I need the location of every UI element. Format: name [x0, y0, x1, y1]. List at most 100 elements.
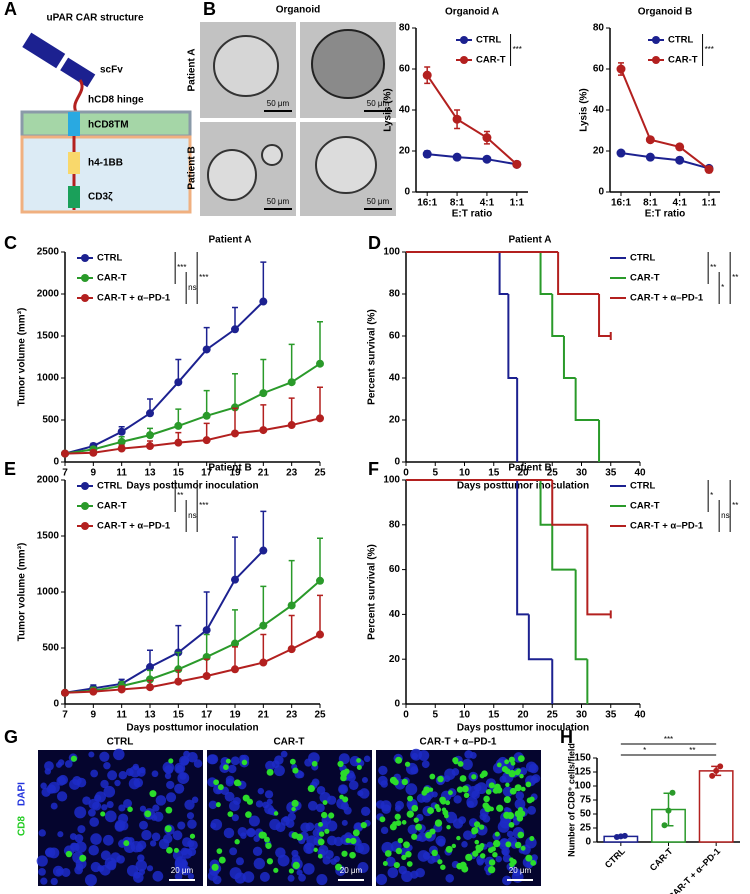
nucleus [305, 822, 315, 831]
cd8-cell [227, 811, 234, 818]
nucleus [174, 872, 183, 881]
channel-label: CD8 [17, 816, 28, 836]
significance-label: ** [689, 746, 695, 755]
cd8-cell [517, 831, 525, 839]
y-tick-label: 0 [394, 457, 400, 468]
y-tick-label: 80 [593, 23, 605, 34]
nucleus [445, 873, 455, 883]
nucleus [118, 770, 128, 780]
cd8-cell [379, 816, 386, 823]
x-tick-label: 40 [634, 710, 646, 721]
data-point [482, 133, 492, 143]
error-bar [260, 510, 267, 551]
x-tick-label: 16:1 [417, 198, 437, 209]
nucleus [242, 871, 255, 883]
data-point [316, 576, 324, 585]
nucleus [240, 832, 247, 839]
nucleus [280, 816, 290, 826]
legend-label: CTRL [630, 253, 656, 264]
data-point [202, 626, 211, 635]
significance-label: * [643, 746, 646, 755]
chart-title: Organoid B [638, 7, 692, 18]
significance-label: * [710, 491, 713, 500]
cd8-cell [501, 766, 509, 773]
nucleus [381, 841, 394, 854]
cd8-cell [526, 797, 533, 804]
y-tick-label: 25 [580, 823, 592, 834]
cd8-cell [504, 759, 510, 765]
cd8-cell [492, 787, 500, 794]
nucleus [100, 850, 111, 861]
nucleus [252, 846, 263, 856]
hinge [73, 79, 84, 113]
significance-label: * [721, 283, 724, 292]
nucleus [341, 819, 348, 826]
chart: Organoid A 0 20 40 60 80 16:1 8:1 4:1 1:1 E:T rati… [383, 7, 528, 220]
nucleus [210, 822, 217, 829]
row-label: Patient B [187, 146, 198, 189]
cd8-cell [234, 839, 240, 845]
data-point [146, 409, 154, 418]
error-bar [232, 373, 238, 408]
data-point [616, 64, 626, 74]
cd8-cell [382, 861, 388, 867]
nucleus [302, 863, 315, 875]
data-point [259, 426, 268, 435]
cd8-cell [488, 859, 496, 866]
cd8-cell [508, 821, 515, 828]
x-tick-label: 0 [403, 468, 409, 479]
nucleus [499, 775, 507, 783]
nucleus [357, 862, 369, 873]
nucleus [151, 832, 161, 842]
cd8-cell [291, 806, 296, 812]
nucleus [41, 787, 51, 797]
nucleus [380, 826, 389, 835]
nucleus [275, 847, 286, 858]
nucleus [114, 821, 125, 832]
x-tick-label: 15 [488, 710, 500, 721]
x-tick-label: 23 [286, 710, 298, 721]
organoid [261, 144, 283, 166]
cd8-cell [405, 851, 412, 858]
y-axis-label: Tumor volume (mm³) [17, 308, 28, 407]
nucleus [271, 760, 280, 769]
cd8-cell [360, 821, 367, 829]
legend-label: CTRL [97, 481, 123, 492]
nucleus [151, 814, 158, 821]
legend-label: CAR-T [476, 55, 506, 66]
nucleus [193, 759, 203, 768]
x-tick-label: CTRL [603, 846, 627, 870]
error-bar [260, 261, 267, 302]
nucleus [343, 806, 352, 815]
cd8-cell [520, 786, 526, 792]
nucleus [495, 855, 502, 863]
y-tick-label: 100 [574, 781, 591, 792]
nucleus [225, 778, 234, 787]
cd8-cell [273, 867, 279, 873]
data-point [61, 688, 69, 697]
nucleus [229, 800, 240, 812]
organoid [311, 29, 385, 99]
cd8-cell [453, 759, 459, 765]
y-tick-label: 2000 [37, 475, 60, 486]
nucleus [123, 799, 133, 809]
data-point [316, 414, 324, 423]
cd8-cell [406, 861, 413, 867]
nucleus [253, 835, 260, 842]
nucleus [405, 783, 418, 796]
y-tick-label: 75 [580, 795, 592, 806]
nucleus [139, 805, 147, 812]
column-label: CAR-T + α–PD-1 [420, 737, 497, 748]
cd8-cell [507, 813, 513, 819]
legend-marker [652, 56, 660, 64]
x-tick-label: 5 [432, 468, 438, 479]
cd8-cell [445, 800, 451, 806]
y-tick-label: 2000 [37, 289, 60, 300]
x-axis-label: Days posttumor inoculation [126, 723, 258, 734]
data-point [259, 389, 268, 398]
significance-label: *** [177, 263, 186, 272]
x-tick-label: 0 [403, 710, 409, 721]
